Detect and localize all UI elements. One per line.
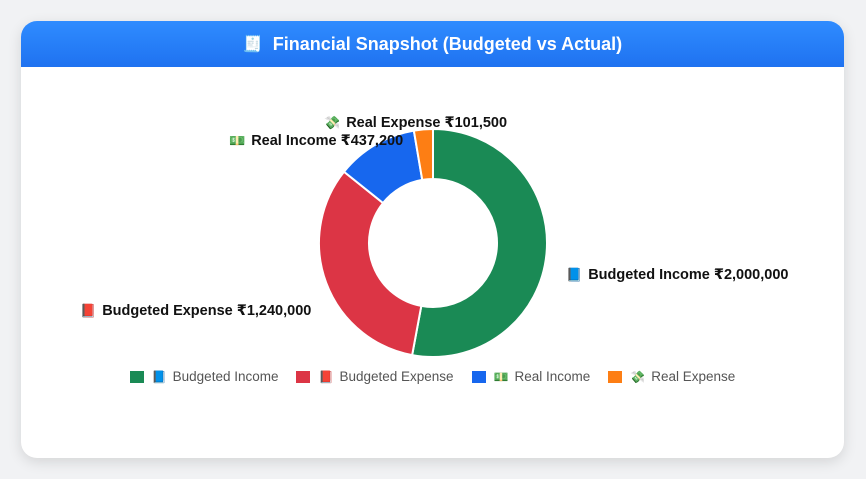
book-red-icon: 📕 [318,369,334,384]
legend-swatch [129,370,144,383]
book-blue-icon: 📘 [566,267,583,282]
book-blue-icon: 📘 [151,369,167,384]
label-name: Real Expense [346,115,441,131]
chart-card: 🧾 Financial Snapshot (Budgeted vs Actual… [21,21,844,458]
chart-area: 📘 Budgeted Income ₹2,000,000 📕 Budgeted … [21,67,844,458]
legend-label: Real Expense [651,369,736,384]
chart-title: Financial Snapshot (Budgeted vs Actual) [272,33,623,54]
legend-item-real-income[interactable]: 💵 Real Income [471,369,591,384]
label-value: ₹1,240,000 [236,303,312,319]
data-label-real-expense: 💸 Real Expense ₹101,500 [324,115,507,131]
label-value: ₹101,500 [444,115,508,131]
legend-label: Real Income [514,369,591,384]
slice-real-expense[interactable] [412,127,434,182]
legend-item-budgeted-expense[interactable]: 📕 Budgeted Expense [296,369,454,384]
slice-budgeted-income[interactable] [410,127,548,358]
slice-budgeted-expense[interactable] [318,170,423,357]
doughnut-chart [318,127,548,358]
data-label-budgeted-income: 📘 Budgeted Income ₹2,000,000 [566,267,788,283]
legend-swatch [296,370,311,383]
chart-legend: 📘 Budgeted Income 📕 Budgeted Expense 💵 R… [21,369,844,384]
banknote-icon: 💵 [493,369,509,384]
label-name: Real Income [251,133,337,149]
money-wings-icon: 💸 [630,369,646,384]
label-name: Budgeted Expense [102,303,233,319]
data-label-budgeted-expense: 📕 Budgeted Expense ₹1,240,000 [80,303,311,319]
legend-swatch [471,370,486,383]
money-wings-icon: 💸 [324,115,341,130]
banknote-icon: 💵 [229,133,246,148]
label-value: ₹2,000,000 [713,267,789,283]
data-label-real-income: 💵 Real Income ₹437,200 [229,133,403,149]
book-red-icon: 📕 [80,303,97,318]
legend-swatch [608,370,623,383]
legend-label: Budgeted Income [172,369,279,384]
legend-item-real-expense[interactable]: 💸 Real Expense [608,369,735,384]
legend-label: Budgeted Expense [339,369,454,384]
label-name: Budgeted Income [588,267,710,283]
card-header: 🧾 Financial Snapshot (Budgeted vs Actual… [21,21,844,67]
label-value: ₹437,200 [340,133,404,149]
receipt-icon: 🧾 [242,36,263,53]
legend-item-budgeted-income[interactable]: 📘 Budgeted Income [129,369,279,384]
